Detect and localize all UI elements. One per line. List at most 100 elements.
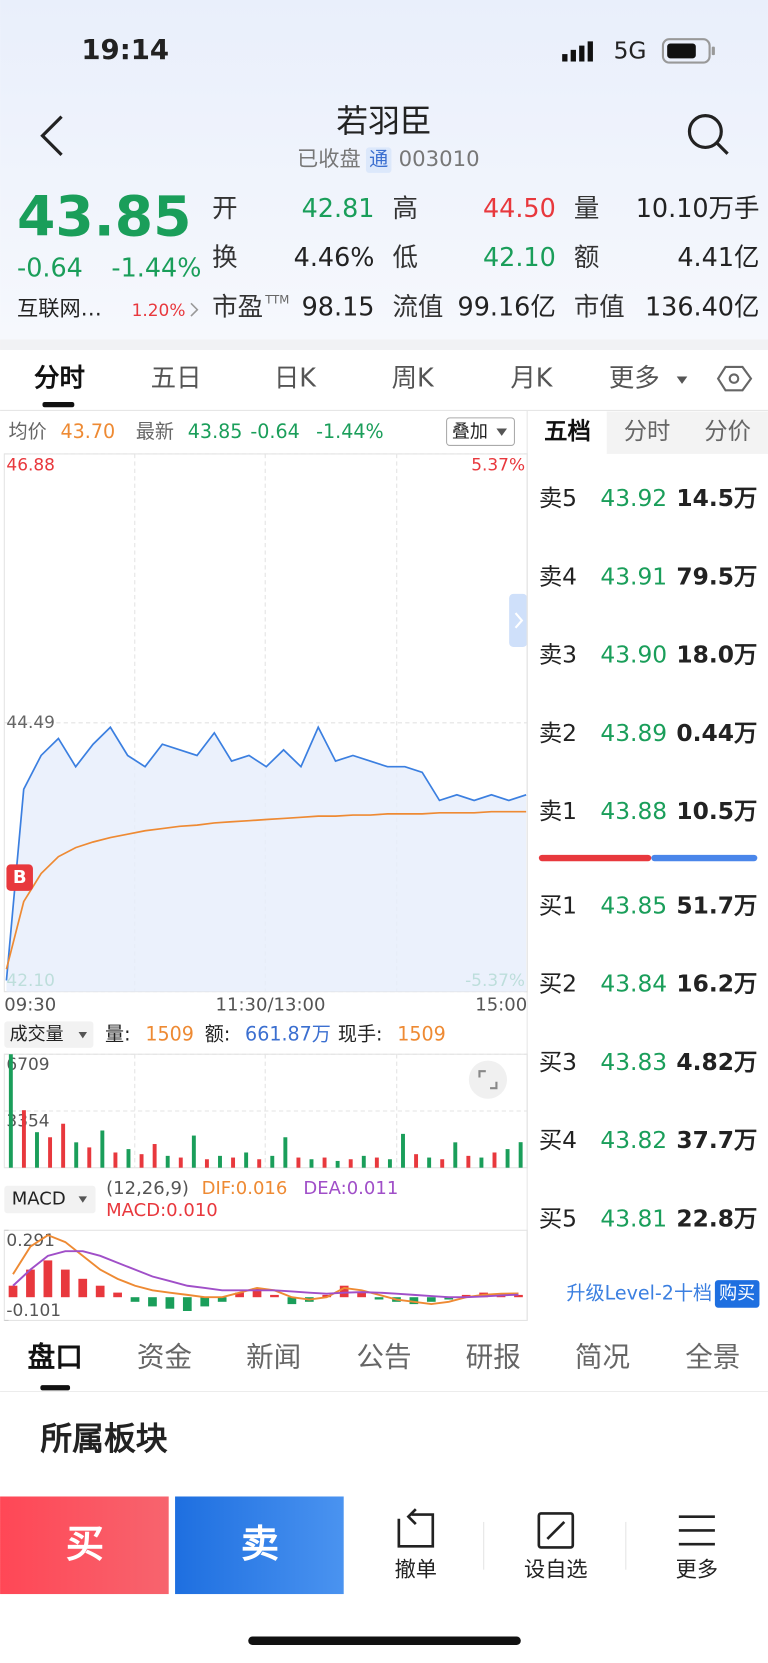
info-tab[interactable]: 盘口 [28,1341,83,1374]
avg-value: 43.70 [61,420,116,443]
order-price: 43.89 [600,719,667,747]
overlay-label: 叠加 [452,422,488,443]
macd-bar [148,1297,157,1307]
order-price: 43.84 [600,970,667,998]
macd-bar [322,1294,332,1298]
chart-tab[interactable]: 分时 [34,364,85,394]
y-tick-label: 6709 [6,1054,49,1074]
macd-bar [339,1285,349,1298]
order-volume: 16.2万 [676,970,757,998]
order-price: 43.85 [600,891,667,919]
chart-tab[interactable]: 五日 [151,364,202,394]
volume-bar [427,1157,432,1168]
x-tick-label: 15:00 [475,994,527,1015]
chart-tab[interactable]: 周K [392,364,435,394]
volume-menu[interactable] [4,1021,94,1048]
order-label: 卖1 [539,797,577,825]
info-tab[interactable]: 研报 [466,1341,521,1374]
field-label: 额 [574,243,599,273]
latest-change: -0.64 [250,420,299,443]
stock-name: 若羽臣 [336,102,431,140]
more-label[interactable]: 更多 [676,1558,718,1583]
settings-icon[interactable] [716,365,753,392]
sell-button[interactable] [175,1496,344,1595]
chart-tab[interactable]: 日K [274,364,317,394]
macd-bar [409,1297,419,1305]
volume-stat-label: 额: [205,1023,231,1046]
panel-tab[interactable]: 五档 [544,417,591,445]
field-value: 10.10万手 [636,194,760,224]
info-tab[interactable]: 新闻 [246,1341,301,1374]
order-price: 43.88 [600,797,667,825]
badge [365,147,392,173]
order-volume: 79.5万 [676,562,757,590]
volume-bar [270,1155,275,1168]
volume-stat-label: 量: [105,1023,131,1046]
volume-bar [74,1142,79,1168]
order-volume: 10.5万 [676,797,757,825]
order-label: 卖3 [539,641,577,669]
network-label: 5G [614,36,647,64]
overlay-button[interactable] [446,417,515,446]
search-button[interactable] [687,114,729,155]
ratio-bar-buy [651,854,758,862]
chart-tab[interactable]: 更多 [609,364,660,394]
order-price: 43.92 [600,484,667,512]
volume-bar [126,1149,131,1168]
price-change: -0.64 [17,253,83,283]
volume-bar [401,1133,405,1168]
field-value: 42.81 [302,194,375,224]
volume-bar [139,1154,144,1168]
macd-bar [374,1297,384,1300]
dropdown-arrow [78,1196,88,1203]
macd-value: MACD:0.010 [106,1200,218,1221]
volume-bar [505,1149,510,1168]
upgrade-link[interactable]: 升级Level-2十档 [566,1281,712,1304]
purchase-label: 购买 [719,1283,755,1304]
order-price: 43.91 [600,562,667,590]
info-tab[interactable]: 简况 [575,1341,630,1374]
watch-label[interactable]: 设自选 [524,1558,588,1583]
macd-bar [217,1297,227,1302]
back-button[interactable] [40,115,63,156]
macd-bar [130,1297,140,1302]
panel-tab[interactable]: 分价 [704,417,751,445]
latest-value: 43.85 [188,420,243,443]
field-label-sup: TTM [264,293,289,307]
info-tab[interactable]: 全景 [685,1341,740,1374]
field-label: 高 [392,194,417,224]
order-price: 43.82 [600,1126,667,1154]
order-price: 43.81 [600,1204,667,1232]
more-icon [678,1515,715,1546]
order-volume: 0.44万 [676,719,757,747]
avg-line [5,810,527,970]
macd-menu[interactable] [4,1185,96,1214]
info-tab[interactable]: 公告 [356,1341,411,1374]
volume-bar [35,1132,39,1168]
expand-button[interactable] [468,1060,508,1099]
cancel-label[interactable]: 撤单 [395,1558,437,1583]
sector-name[interactable]: 互联网… [17,297,102,322]
volume-stat-value: 661.87万 [245,1023,331,1046]
macd-bar [78,1278,88,1298]
dropdown-arrow [496,428,508,436]
chart-tab[interactable]: 月K [510,364,553,394]
volume-bar [283,1137,288,1168]
y2-tick-label: 5.37% [471,455,525,475]
volume-stat-label: 现手: [338,1023,383,1046]
dropdown-arrow [78,1031,88,1039]
volume-bar [87,1147,92,1168]
macd-bar [165,1297,175,1309]
last-price: 43.85 [17,186,191,250]
info-tab[interactable]: 资金 [137,1341,192,1374]
y-tick-label: -0.101 [6,1300,61,1320]
side-handle[interactable] [509,593,528,647]
macd-bar [270,1294,279,1298]
purchase-button[interactable] [714,1280,760,1308]
panel-tab[interactable]: 分时 [624,417,671,445]
buy-button[interactable] [0,1496,169,1595]
order-label: 买3 [539,1048,577,1076]
macd-bar [444,1297,454,1300]
latest-label: 最新 [136,420,174,443]
